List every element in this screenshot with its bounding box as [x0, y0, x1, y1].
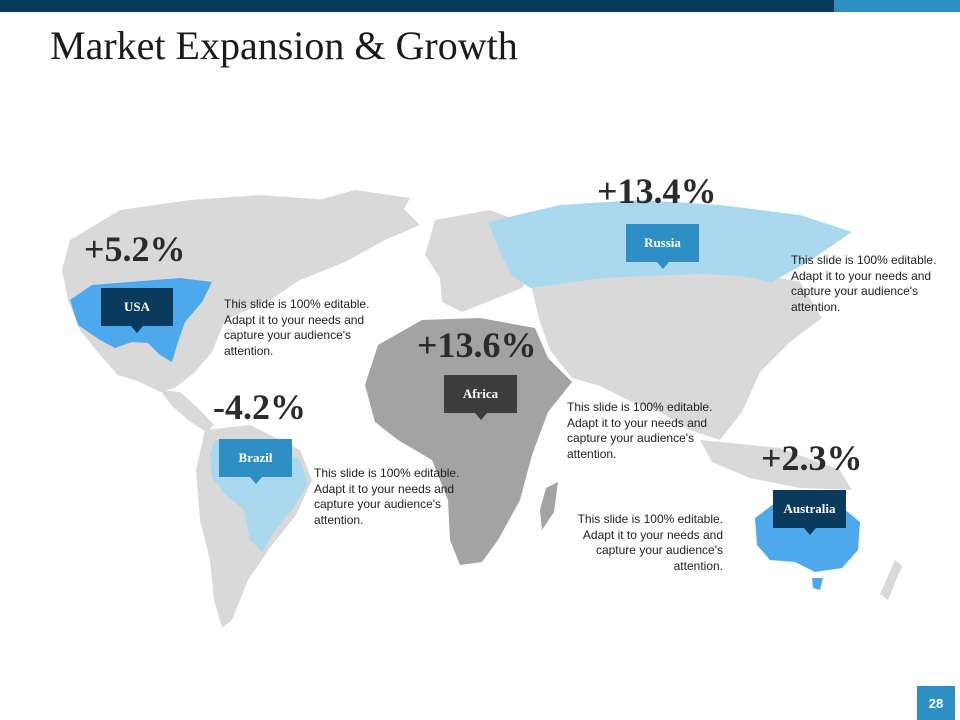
greenland-landmass — [300, 190, 410, 248]
southeast-asia-islands — [700, 440, 852, 490]
brazil-growth-value: -4.2% — [213, 387, 306, 427]
usa-description: This slide is 100% editable. Adapt it to… — [224, 297, 370, 358]
africa-region — [365, 318, 572, 565]
usa-label-tag: USA — [101, 288, 173, 333]
australia-description: This slide is 100% editable. Adapt it to… — [577, 512, 723, 573]
header-accent-bar — [834, 0, 960, 12]
madagascar-landmass — [540, 482, 558, 530]
central-america-landmass — [160, 390, 214, 432]
russia-growth-value: +13.4% — [597, 171, 717, 211]
new-zealand-landmass — [880, 560, 902, 600]
africa-label-tag: Africa — [444, 375, 517, 420]
asia-landmass — [530, 270, 822, 440]
russia-label-tag: Russia — [626, 224, 699, 269]
usa-growth-value: +5.2% — [84, 229, 186, 269]
header-bar — [0, 0, 834, 12]
africa-growth-value: +13.6% — [417, 325, 537, 365]
slide-title: Market Expansion & Growth — [50, 23, 518, 68]
page-number-badge: 28 — [917, 686, 955, 720]
australia-label-tag: Australia — [773, 490, 846, 535]
africa-description: This slide is 100% editable. Adapt it to… — [567, 400, 713, 461]
australia-growth-value: +2.3% — [761, 438, 863, 478]
russia-description: This slide is 100% editable. Adapt it to… — [791, 253, 937, 314]
brazil-label-tag: Brazil — [219, 439, 292, 484]
brazil-description: This slide is 100% editable. Adapt it to… — [314, 466, 460, 527]
tasmania-landmass — [812, 578, 823, 590]
